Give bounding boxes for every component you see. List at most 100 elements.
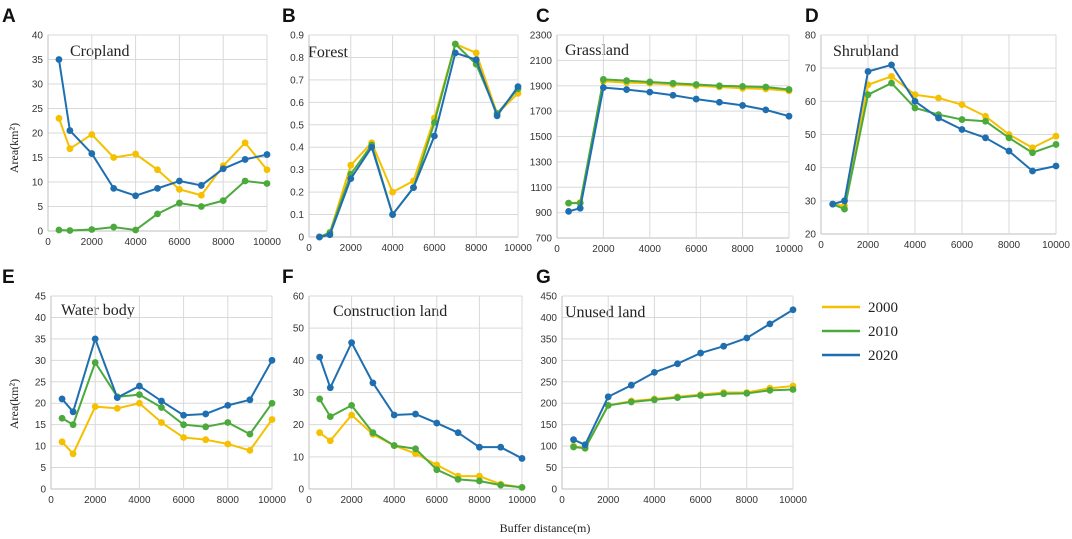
y-tick-label: 30 (805, 196, 817, 207)
legend: 2000 2010 2020 (822, 300, 898, 364)
y-tick-label: 80 (805, 31, 817, 42)
panel-title: Shrubland (833, 43, 899, 60)
data-point-2000 (1052, 132, 1060, 140)
data-point-2010 (743, 389, 751, 397)
x-tick-label: 8000 (468, 495, 491, 506)
data-point-2010 (433, 466, 441, 474)
data-point-2020 (412, 410, 419, 418)
y-tick-label: 2300 (530, 31, 553, 42)
data-point-2000 (241, 139, 249, 147)
data-point-2010 (154, 210, 161, 218)
data-point-2020 (646, 88, 654, 96)
data-point-2020 (246, 396, 254, 404)
data-point-2010 (565, 199, 572, 207)
data-point-2010 (369, 429, 377, 437)
data-point-2020 (224, 401, 232, 409)
x-tick-label: 2000 (592, 244, 615, 255)
data-point-2020 (241, 156, 249, 163)
data-point-2020 (316, 353, 324, 361)
data-point-2020 (581, 441, 589, 449)
x-tick-label: 8000 (212, 237, 235, 248)
data-point-2020 (739, 102, 746, 109)
y-tick-label: 5 (40, 463, 46, 474)
x-tick-label: 8000 (731, 244, 754, 255)
data-point-2010 (326, 413, 334, 421)
data-point-2020 (176, 177, 183, 185)
data-point-2000 (958, 101, 966, 109)
y-tick-label: 30 (32, 80, 44, 91)
data-point-2010 (263, 180, 271, 187)
y-tick-label: 60 (805, 97, 817, 108)
series-line-2000 (319, 414, 523, 489)
x-tick-label: 10000 (775, 244, 803, 255)
y-tick-label: 0 (298, 485, 304, 496)
data-point-2020 (570, 436, 577, 444)
x-tick-label: 6000 (685, 244, 708, 255)
data-point-2020 (472, 56, 480, 64)
y-tick-label: 40 (293, 356, 305, 367)
panel-title: Water body (61, 302, 135, 319)
data-point-2000 (176, 185, 183, 193)
series-line-2000 (319, 42, 519, 238)
y-tick-label: 70 (805, 64, 817, 75)
data-point-2010 (888, 79, 895, 87)
y-tick-label: 100 (540, 442, 557, 453)
x-tick-label: 0 (306, 495, 312, 506)
y-tick-label: 350 (540, 334, 557, 345)
x-tick-label: 6000 (423, 243, 446, 254)
data-point-2020 (389, 211, 396, 218)
data-point-2010 (180, 421, 188, 429)
legend-label: 2000 (868, 300, 898, 316)
data-point-2000 (58, 438, 66, 446)
panel-title: Unused land (565, 304, 645, 321)
x-tick-label: 0 (48, 495, 54, 506)
x-tick-label: 10000 (504, 243, 532, 254)
data-point-2020 (368, 143, 376, 151)
data-point-2000 (433, 461, 441, 469)
x-tick-label: 4000 (381, 243, 404, 254)
data-point-2020 (451, 49, 459, 57)
data-point-2000 (472, 49, 480, 57)
data-point-2000 (55, 114, 63, 122)
data-point-2010 (202, 423, 210, 431)
y-tick-label: 250 (540, 377, 557, 388)
y-tick-label: 40 (805, 163, 817, 174)
data-point-2010 (454, 475, 462, 483)
y-tick-label: 5 (37, 202, 43, 213)
series-line-2020 (319, 51, 519, 238)
legend-label: 2010 (868, 324, 898, 340)
panel-shrubland: D Shrubland 20 30 40 50 60 70 80 0 2000 4000 6000 8… (805, 6, 1070, 251)
y-tick-label: 450 (540, 292, 557, 303)
data-point-2010 (1052, 141, 1060, 148)
data-point-2010 (132, 226, 140, 234)
data-point-2000 (888, 73, 895, 80)
data-point-2000 (69, 450, 77, 458)
y-tick-label: 35 (35, 334, 47, 345)
data-point-2010 (136, 391, 143, 399)
data-point-2010 (604, 401, 612, 409)
data-point-2020 (743, 334, 751, 342)
data-point-2000 (389, 188, 396, 196)
y-tick-label: 300 (540, 356, 557, 367)
data-point-2020 (410, 184, 417, 192)
data-point-2000 (154, 166, 161, 174)
x-axis-label: Buffer distance(m) (500, 521, 591, 535)
y-tick-label: 25 (32, 104, 44, 115)
data-point-2010 (697, 392, 704, 399)
panel-forest: B Forest 0 0.1 0.2 0.3 0.4 0.5 0.6 0.7 0.8 0.9 0 20… (282, 6, 532, 254)
data-point-2000 (180, 434, 188, 441)
data-point-2020 (91, 335, 99, 343)
panel-letter: D (805, 6, 819, 27)
data-point-2010 (451, 40, 459, 48)
data-point-2010 (69, 421, 77, 429)
data-point-2020 (565, 207, 572, 215)
y-tick-label: 0 (551, 485, 557, 496)
y-tick-label: 700 (535, 234, 552, 245)
y-tick-label: 400 (540, 313, 557, 324)
legend-label: 2020 (868, 348, 898, 364)
x-tick-label: 10000 (779, 495, 807, 506)
data-point-2020 (697, 349, 704, 357)
data-point-2020 (604, 393, 612, 401)
data-point-2010 (66, 227, 74, 234)
x-tick-label: 6000 (426, 495, 449, 506)
